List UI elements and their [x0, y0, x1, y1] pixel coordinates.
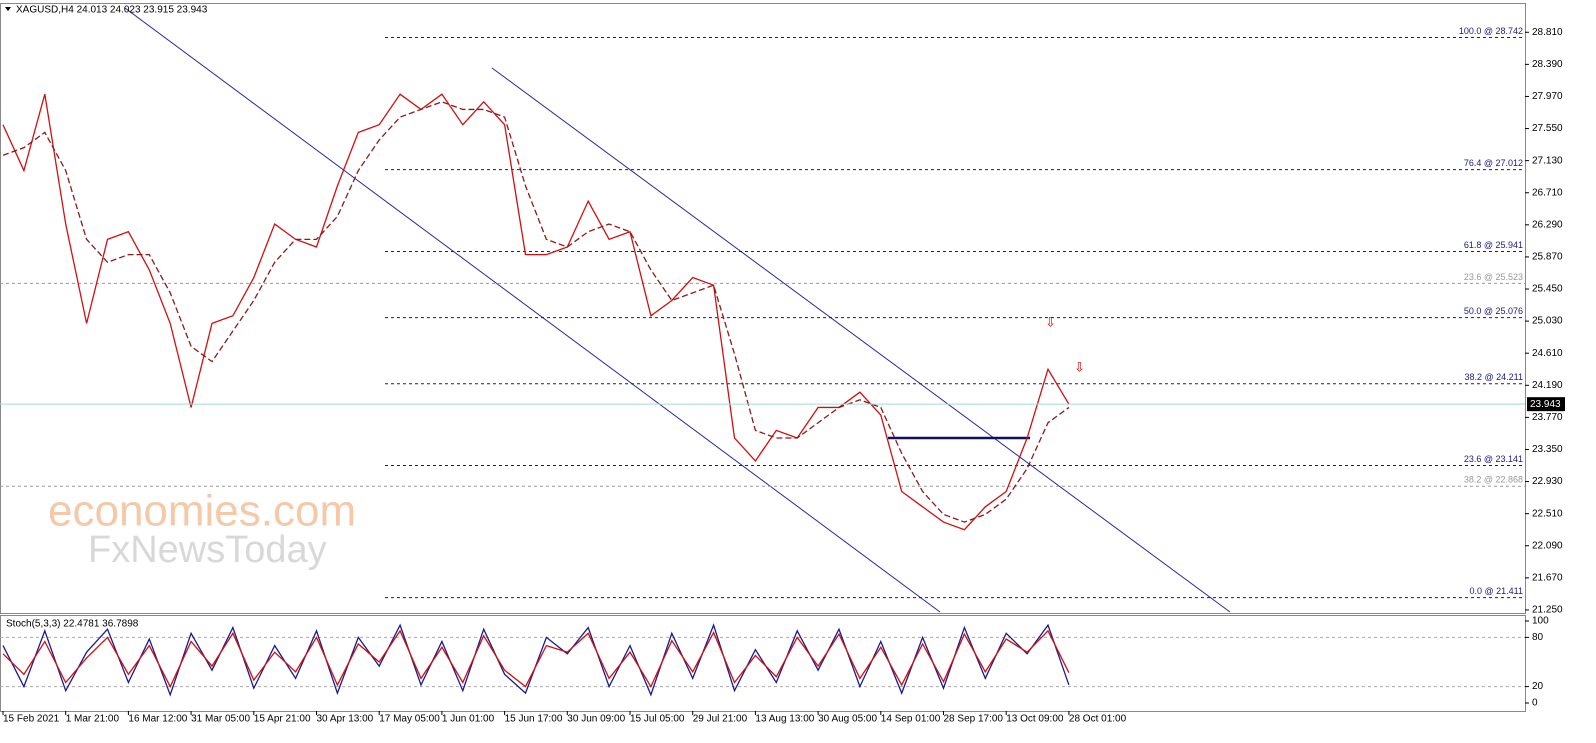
y-tick-label: 26.710 — [1532, 187, 1563, 198]
x-tick-label: 1 Mar 21:00 — [66, 714, 120, 725]
y-tick-label: 22.510 — [1532, 508, 1563, 519]
y-tick-label: 21.250 — [1532, 605, 1563, 616]
stoch-panel — [0, 615, 1526, 712]
x-tick-label: 15 Feb 2021 — [3, 714, 60, 725]
stoch-title: Stoch(5,3,3) 22.4781 36.7898 — [6, 619, 139, 630]
fib-label: 38.2 @ 22.868 — [1464, 475, 1523, 485]
x-tick-label: 15 Jun 17:00 — [505, 714, 563, 725]
watermark-fxnewstoday: FxNewsToday — [88, 529, 327, 571]
y-tick-label: 20 — [1532, 681, 1544, 692]
x-tick-label: 28 Sep 17:00 — [944, 714, 1004, 725]
last-price-box — [1527, 397, 1565, 412]
series-line — [2, 629, 1070, 689]
menu-arrow — [5, 7, 11, 11]
y-tick-label: 28.810 — [1532, 27, 1563, 38]
y-tick-label: 25.030 — [1532, 316, 1563, 327]
x-tick-label: 15 Apr 21:00 — [254, 714, 311, 725]
y-tick-label: 22.930 — [1532, 476, 1563, 487]
fib-label: 38.2 @ 24.211 — [1464, 372, 1523, 382]
y-tick-label: 0 — [1532, 698, 1538, 709]
channel-upper — [491, 67, 1231, 613]
x-tick-label: 30 Aug 05:00 — [818, 714, 877, 725]
fib-label: 61.8 @ 25.941 — [1464, 240, 1523, 250]
fib-label: 50.0 @ 25.076 — [1464, 306, 1523, 316]
watermark: economies.com FxNewsToday — [48, 487, 356, 571]
fib-label: 76.4 @ 27.012 — [1464, 158, 1523, 168]
y-tick-label: 100 — [1532, 616, 1549, 627]
y-tick-label: 26.290 — [1532, 219, 1563, 230]
x-tick-label: 17 May 05:00 — [379, 714, 440, 725]
channel-lower — [124, 7, 941, 613]
y-tick-label: 27.550 — [1532, 123, 1563, 134]
y-tick-label: 25.870 — [1532, 252, 1563, 263]
series-line — [2, 101, 1070, 523]
x-tick-label: 14 Sep 01:00 — [881, 714, 941, 725]
y-tick-label: 28.390 — [1532, 59, 1563, 70]
y-tick-label: 24.610 — [1532, 348, 1563, 359]
fib-label: 23.6 @ 23.141 — [1464, 454, 1523, 464]
series-line — [2, 93, 1070, 531]
x-tick-label: 1 Jun 01:00 — [442, 714, 495, 725]
y-tick-label: 23.350 — [1532, 444, 1563, 455]
y-tick-label: 27.130 — [1532, 155, 1563, 166]
last-price-label: 23.943 — [1530, 399, 1561, 410]
fib-label: 100.0 @ 28.742 — [1459, 26, 1523, 36]
fib-label: 0.0 @ 21.411 — [1469, 586, 1523, 596]
watermark-economies: economies.com — [48, 487, 356, 536]
y-tick-label: 80 — [1532, 632, 1544, 643]
x-tick-label: 13 Aug 13:00 — [755, 714, 814, 725]
x-tick-label: 16 Mar 12:00 — [128, 714, 187, 725]
chart-title: XAGUSD,H4 24.013 24.023 23.915 23.943 — [16, 5, 208, 16]
x-tick-label: 30 Apr 13:00 — [317, 714, 374, 725]
y-tick-label: 21.670 — [1532, 572, 1563, 583]
x-tick-label: 28 Oct 01:00 — [1069, 714, 1127, 725]
x-tick-label: 31 Mar 05:00 — [191, 714, 250, 725]
y-tick-label: 23.770 — [1532, 412, 1563, 423]
arrow-down: ⇩ — [1045, 314, 1056, 329]
y-tick-label: 27.970 — [1532, 91, 1563, 102]
x-tick-label: 29 Jul 21:00 — [693, 714, 748, 725]
x-tick-label: 13 Oct 09:00 — [1006, 714, 1064, 725]
x-tick-label: 15 Jul 05:00 — [630, 714, 685, 725]
arrow-down: ⇩ — [1074, 359, 1085, 374]
y-tick-label: 24.190 — [1532, 380, 1563, 391]
price-panel — [0, 3, 1526, 614]
x-tick-label: 30 Jun 09:00 — [567, 714, 625, 725]
y-tick-label: 25.450 — [1532, 284, 1563, 295]
y-tick-label: 22.090 — [1532, 540, 1563, 551]
fib-label: 23.6 @ 25.523 — [1464, 272, 1523, 282]
